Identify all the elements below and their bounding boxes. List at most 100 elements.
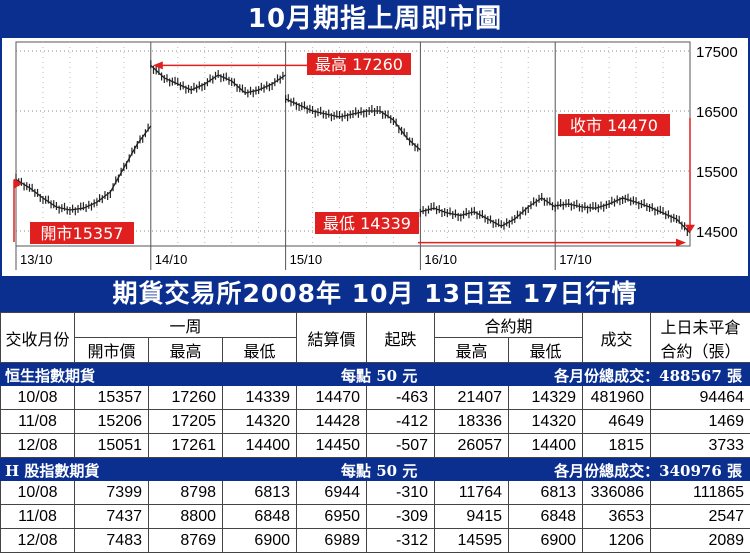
- table-cell: 6813: [509, 481, 583, 505]
- table-cell: 7437: [75, 505, 149, 529]
- table-cell: 9415: [435, 505, 509, 529]
- table-cell: 1815: [583, 434, 651, 458]
- table-cell: 14428: [297, 410, 367, 434]
- table-cell: 17260: [149, 386, 223, 410]
- header-volume: 成交: [583, 313, 651, 363]
- cell-month: 10/08: [1, 481, 75, 505]
- table-cell: 6950: [297, 505, 367, 529]
- y-tick-label: 16500: [696, 104, 738, 121]
- table-cell: 14450: [297, 434, 367, 458]
- section-point-value: 每點 50 元: [341, 460, 417, 481]
- chart-title: 10月期指上周即市圖: [0, 0, 750, 38]
- y-tick-label: 14500: [696, 224, 738, 241]
- table-title: 期貨交易所2008年 10月 13日至 17日行情: [0, 276, 750, 312]
- x-tick-label: 15/10: [290, 252, 323, 267]
- header-open: 開市價: [75, 338, 149, 363]
- table-cell: 14339: [223, 386, 297, 410]
- table-cell: 14595: [435, 529, 509, 553]
- header-month: 交收月份: [1, 313, 75, 363]
- table-cell: 481960: [583, 386, 651, 410]
- y-tick-label: 17500: [696, 44, 738, 61]
- section-point-value: 每點 50 元: [341, 365, 417, 386]
- table-cell: -463: [367, 386, 435, 410]
- table-cell: 15051: [75, 434, 149, 458]
- cell-month: 12/08: [1, 529, 75, 553]
- table-cell: 14320: [223, 410, 297, 434]
- section-header: H 股指數期貨 每點 50 元 各月份總成交：340976 張: [1, 458, 750, 481]
- table-cell: -412: [367, 410, 435, 434]
- header-high: 最高: [149, 338, 223, 363]
- section-total-volume: 各月份總成交：488567 張: [554, 365, 742, 386]
- futures-table-panel: 交收月份 一周 結算價 起跌 合約期 成交 上日未平倉合約（張） 開市價 最高 …: [0, 312, 750, 544]
- table-cell: 17261: [149, 434, 223, 458]
- section-name: 恒生指數期貨: [5, 365, 95, 386]
- table-cell: 15206: [75, 410, 149, 434]
- cell-month: 11/08: [1, 410, 75, 434]
- table-cell: 14400: [223, 434, 297, 458]
- cell-month: 12/08: [1, 434, 75, 458]
- table-cell: 336086: [583, 481, 651, 505]
- header-open-interest: 上日未平倉合約（張）: [651, 313, 750, 363]
- table-cell: -507: [367, 434, 435, 458]
- table-cell: 8800: [149, 505, 223, 529]
- table-cell: 6900: [223, 529, 297, 553]
- table-cell: 6944: [297, 481, 367, 505]
- x-tick-label: 17/10: [559, 252, 592, 267]
- table-cell: 14320: [509, 410, 583, 434]
- table-cell: 6813: [223, 481, 297, 505]
- table-cell: 3653: [583, 505, 651, 529]
- chart-panel: 17500 16500 15500 14500 13/10 14/10 15/10 16/10…: [2, 38, 748, 276]
- header-contract-low: 最低: [509, 338, 583, 363]
- table-cell: 2547: [651, 505, 750, 529]
- header-low: 最低: [223, 338, 297, 363]
- table-cell: 3733: [651, 434, 750, 458]
- header-contract: 合約期: [435, 313, 583, 338]
- y-tick-label: 15500: [696, 164, 738, 181]
- x-tick-label: 14/10: [155, 252, 188, 267]
- table-cell: 2089: [651, 529, 750, 553]
- section-total-volume: 各月份總成交：340976 張: [554, 460, 742, 481]
- annotation-label: 收市 14470: [570, 116, 658, 135]
- table-cell: 21407: [435, 386, 509, 410]
- table-cell: 6989: [297, 529, 367, 553]
- header-contract-high: 最高: [435, 338, 509, 363]
- table-cell: 14400: [509, 434, 583, 458]
- table-cell: 14470: [297, 386, 367, 410]
- table-cell: 6848: [509, 505, 583, 529]
- table-cell: 17205: [149, 410, 223, 434]
- section-name: H 股指數期貨: [5, 460, 99, 481]
- table-cell: -312: [367, 529, 435, 553]
- section-header: 恒生指數期貨 每點 50 元 各月份總成交：488567 張: [1, 363, 750, 386]
- table-cell: 1469: [651, 410, 750, 434]
- table-cell: 7483: [75, 529, 149, 553]
- cell-month: 10/08: [1, 386, 75, 410]
- table-cell: 7399: [75, 481, 149, 505]
- annotation-label: 最低 14339: [323, 214, 411, 233]
- x-tick-label: 13/10: [20, 252, 53, 267]
- intraday-chart: 17500 16500 15500 14500 13/10 14/10 15/10 16/10…: [2, 38, 748, 276]
- table-cell: -310: [367, 481, 435, 505]
- x-tick-label: 16/10: [424, 252, 457, 267]
- header-change: 起跌: [367, 313, 435, 363]
- table-cell: 4649: [583, 410, 651, 434]
- cell-month: 11/08: [1, 505, 75, 529]
- table-cell: 8769: [149, 529, 223, 553]
- table-cell: 11764: [435, 481, 509, 505]
- table-cell: 6900: [509, 529, 583, 553]
- table-cell: 94464: [651, 386, 750, 410]
- table-cell: 14329: [509, 386, 583, 410]
- header-week: 一周: [75, 313, 297, 338]
- table-cell: 26057: [435, 434, 509, 458]
- annotation-label: 開市15357: [41, 224, 124, 243]
- futures-table: 交收月份 一周 結算價 起跌 合約期 成交 上日未平倉合約（張） 開市價 最高 …: [0, 312, 750, 553]
- header-settle: 結算價: [297, 313, 367, 363]
- table-cell: 15357: [75, 386, 149, 410]
- table-cell: 1206: [583, 529, 651, 553]
